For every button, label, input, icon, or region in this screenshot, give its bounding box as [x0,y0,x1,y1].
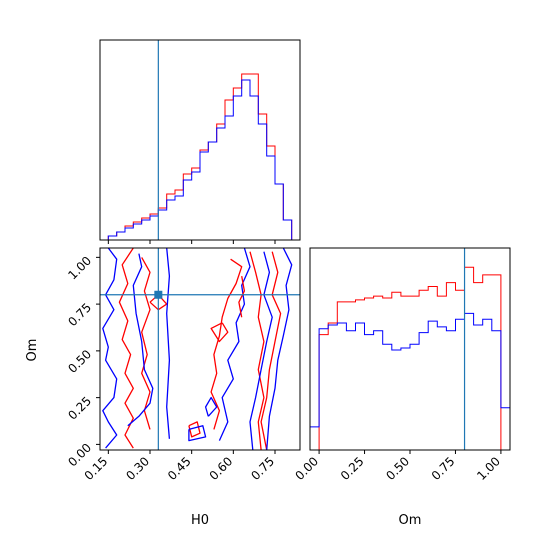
om-histogram-red [310,266,510,451]
contour-red [210,322,229,343]
h0-marginal-panel [99,39,301,244]
contour-frame [99,247,301,451]
contour-blue [249,251,273,450]
contour-red [188,421,201,438]
h0-marginal-frame [99,39,301,241]
h0-histogram-blue [100,79,300,241]
contour-blue [204,396,218,417]
om-histogram-blue [309,312,511,450]
contour-red [260,251,282,450]
contour-blue [127,253,154,427]
y-axis-label-om: Om [25,339,40,362]
contour-red [141,257,151,430]
contour-lines [102,248,293,450]
truth-marker [154,290,163,299]
contour-blue [188,425,207,442]
contour-blue [218,248,251,441]
x-axis-label-h0: H0 [191,513,209,528]
contour-blue [102,248,118,449]
contour-red [249,251,265,450]
contour-red [238,275,246,318]
contour-red [210,258,243,430]
contour-red [118,248,134,449]
x-axis-label-om: Om [399,513,422,528]
om-marginal-panel: 0.00 0.25 0.50 0.75 1.00 [292,247,511,483]
contour-blue [266,248,293,450]
contour-blue [166,248,171,439]
